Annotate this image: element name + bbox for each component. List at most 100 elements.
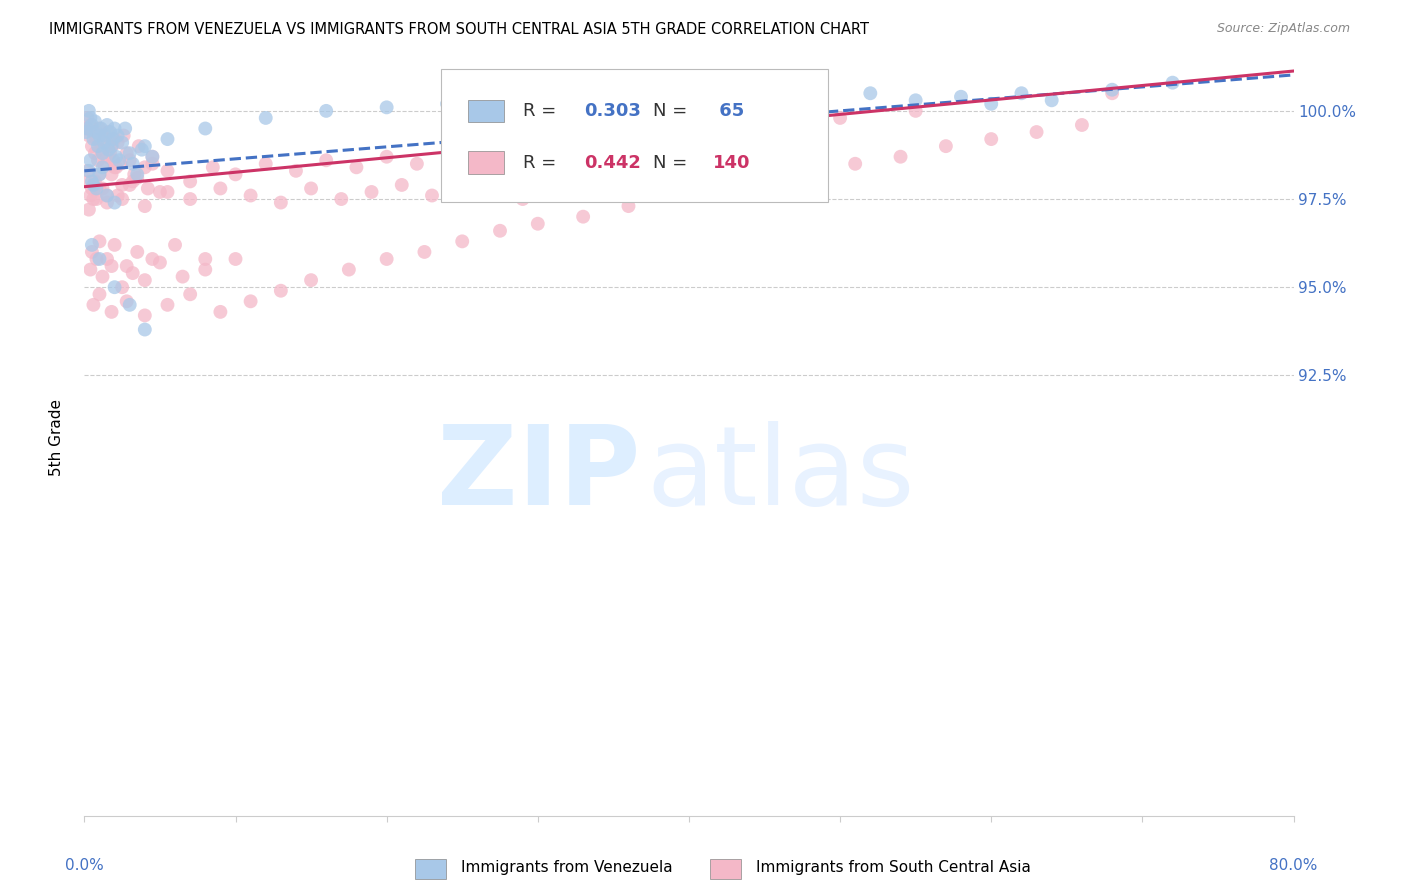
Point (134, 273, 156, 287)
Point (602, 132, 624, 146)
Text: IMMIGRANTS FROM VENEZUELA VS IMMIGRANTS FROM SOUTH CENTRAL ASIA 5TH GRADE CORREL: IMMIGRANTS FROM VENEZUELA VS IMMIGRANTS … (49, 22, 869, 37)
Point (859, 87, 882, 101)
Text: R =: R = (523, 102, 562, 120)
Point (80, 181, 103, 195)
Point (96, 118, 118, 132)
Point (96, 252, 118, 266)
Point (527, 217, 550, 231)
Point (111, 178, 134, 192)
Text: ZIP: ZIP (437, 422, 641, 528)
Point (104, 121, 127, 136)
Point (512, 192, 534, 206)
Point (111, 192, 134, 206)
Point (80, 118, 103, 132)
Point (330, 192, 353, 206)
Point (121, 157, 143, 171)
Point (360, 185, 382, 199)
Text: Immigrants from Venezuela: Immigrants from Venezuela (461, 860, 673, 874)
Point (128, 139, 150, 153)
Point (111, 280, 134, 294)
Point (179, 174, 201, 188)
Point (239, 294, 262, 309)
Point (413, 244, 436, 259)
Text: Immigrants from South Central Asia: Immigrants from South Central Asia (756, 860, 1032, 874)
Point (149, 255, 172, 269)
Point (194, 121, 217, 136)
Point (225, 167, 247, 181)
Point (337, 262, 360, 277)
Point (799, 93, 821, 107)
Point (96, 188, 118, 202)
Text: N =: N = (652, 153, 693, 171)
Point (76, 111, 98, 125)
Point (79, 153, 101, 168)
Point (121, 174, 143, 188)
Point (285, 164, 308, 178)
Point (118, 298, 141, 312)
Point (75, 125, 97, 139)
Point (844, 157, 866, 171)
Point (91, 181, 114, 195)
Point (104, 195, 127, 210)
Point (77, 103, 100, 118)
FancyBboxPatch shape (468, 152, 503, 174)
Point (1161, 76, 1184, 90)
Point (1040, 93, 1063, 107)
Point (121, 266, 143, 280)
Point (86, 252, 108, 266)
Point (82, 298, 104, 312)
Point (84, 174, 107, 188)
Point (527, 139, 550, 153)
Point (315, 103, 337, 118)
Point (101, 153, 124, 168)
Point (76, 121, 98, 136)
FancyBboxPatch shape (441, 70, 828, 202)
Point (299, 181, 322, 195)
Point (904, 103, 927, 118)
Text: 65: 65 (713, 102, 744, 120)
Point (104, 238, 127, 252)
Point (89, 167, 111, 181)
Point (118, 146, 141, 161)
Point (375, 150, 398, 164)
Point (346, 161, 368, 175)
Point (299, 273, 322, 287)
Point (209, 181, 232, 195)
Point (1071, 118, 1094, 132)
Point (114, 121, 136, 136)
Point (100, 167, 122, 181)
Point (91, 161, 114, 175)
Point (100, 305, 122, 319)
Point (79, 118, 101, 132)
Point (108, 153, 131, 168)
Point (89, 128, 111, 143)
Point (104, 161, 127, 175)
Point (1101, 87, 1123, 101)
Point (118, 178, 141, 192)
Point (82, 132, 104, 146)
Point (94, 136, 117, 150)
Point (156, 298, 179, 312)
Point (496, 143, 519, 157)
Point (87, 153, 110, 168)
Text: N =: N = (652, 102, 693, 120)
Point (80, 244, 103, 259)
Point (451, 146, 474, 161)
Point (79, 188, 101, 202)
Point (82, 178, 104, 192)
Point (105, 150, 128, 164)
Point (149, 185, 172, 199)
Point (90, 121, 112, 136)
Point (254, 111, 277, 125)
Point (467, 181, 489, 195)
Point (75, 121, 97, 136)
Point (165, 238, 187, 252)
Text: 80.0%: 80.0% (1270, 858, 1317, 873)
Point (799, 114, 821, 128)
Point (134, 139, 156, 153)
Point (156, 185, 179, 199)
Point (172, 269, 194, 284)
Point (709, 181, 731, 195)
Point (141, 150, 163, 164)
Y-axis label: 5th Grade: 5th Grade (49, 399, 63, 475)
